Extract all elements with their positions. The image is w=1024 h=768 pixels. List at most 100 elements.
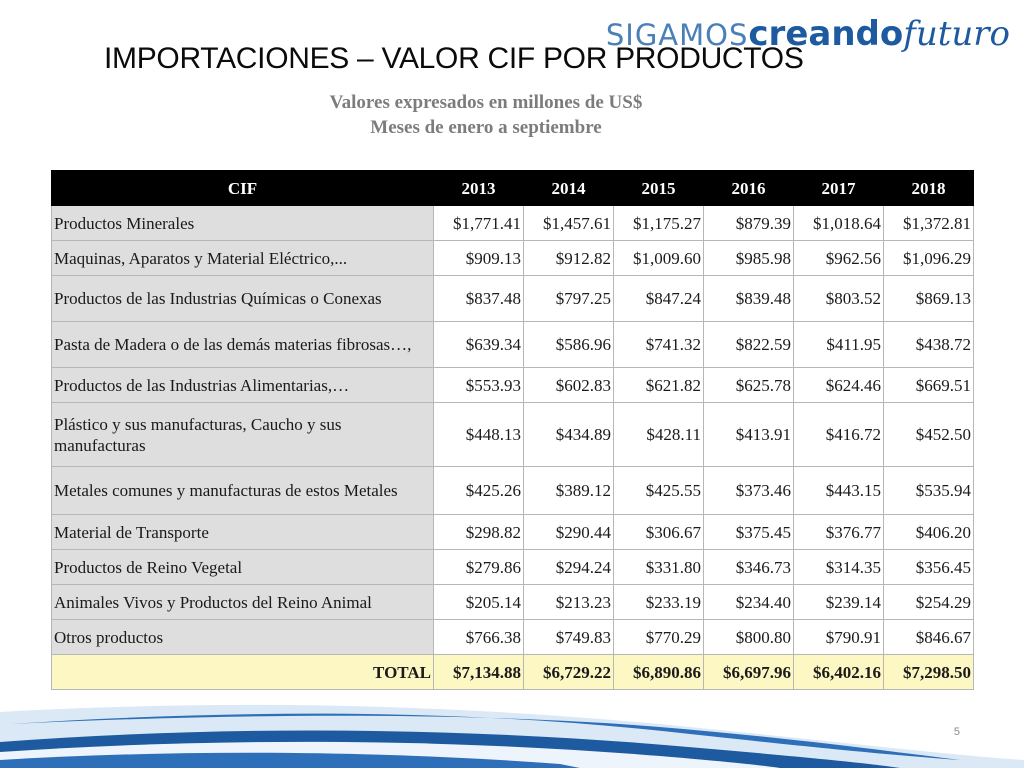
value-cell: $639.34 <box>433 321 524 368</box>
table-row: Metales comunes y manufacturas de estos … <box>51 466 974 515</box>
logo-part-creando: creando <box>748 14 904 54</box>
product-name-cell: Otros productos <box>51 619 434 655</box>
product-name-cell: Animales Vivos y Productos del Reino Ani… <box>51 584 434 620</box>
value-cell: $909.13 <box>433 240 524 276</box>
value-cell: $803.52 <box>793 275 884 322</box>
value-cell: $822.59 <box>703 321 794 368</box>
value-cell: $279.86 <box>433 549 524 585</box>
value-cell: $452.50 <box>883 402 974 467</box>
subtitle-period: Meses de enero a septiembre <box>370 117 602 138</box>
value-cell: $346.73 <box>703 549 794 585</box>
column-header: 2015 <box>613 170 704 206</box>
value-cell: $416.72 <box>793 402 884 467</box>
logo-part-sigamos: SIGAMOS <box>605 18 749 52</box>
column-header: 2016 <box>703 170 794 206</box>
total-row: TOTAL $7,134.88 $6,729.22 $6,890.86 $6,697.9… <box>51 654 974 690</box>
value-cell: $586.96 <box>523 321 614 368</box>
value-cell: $254.29 <box>883 584 974 620</box>
column-header: 2014 <box>523 170 614 206</box>
value-cell: $1,018.64 <box>793 205 884 241</box>
value-cell: $985.98 <box>703 240 794 276</box>
value-cell: $213.23 <box>523 584 614 620</box>
value-cell: $962.56 <box>793 240 884 276</box>
value-cell: $233.19 <box>613 584 704 620</box>
product-name-cell: Productos de Reino Vegetal <box>51 549 434 585</box>
value-cell: $413.91 <box>703 402 794 467</box>
cif-imports-table: CIF 2013 2014 2015 2016 2017 2018 Produc… <box>51 170 974 690</box>
page-number: 5 <box>953 726 960 738</box>
value-cell: $438.72 <box>883 321 974 368</box>
value-cell: $205.14 <box>433 584 524 620</box>
total-value-cell: $6,729.22 <box>523 654 614 690</box>
value-cell: $1,372.81 <box>883 205 974 241</box>
value-cell: $1,771.41 <box>433 205 524 241</box>
value-cell: $912.82 <box>523 240 614 276</box>
logo-part-futuro: futuro <box>903 14 1010 54</box>
table-row: Productos de las Industrias Químicas o C… <box>51 275 974 322</box>
product-name-cell: Pasta de Madera o de las demás materias … <box>51 321 434 368</box>
value-cell: $741.32 <box>613 321 704 368</box>
column-header: 2013 <box>433 170 524 206</box>
table-row: Productos de Reino Vegetal $279.86 $294.24… <box>51 549 974 585</box>
total-label-cell: TOTAL <box>51 654 434 690</box>
table-row: Pasta de Madera o de las demás materias … <box>51 321 974 368</box>
product-name-cell: Metales comunes y manufacturas de estos … <box>51 466 434 515</box>
value-cell: $434.89 <box>523 402 614 467</box>
value-cell: $625.78 <box>703 367 794 403</box>
value-cell: $375.45 <box>703 514 794 550</box>
decorative-swoosh <box>0 704 1024 768</box>
value-cell: $800.80 <box>703 619 794 655</box>
product-name-cell: Productos Minerales <box>51 205 434 241</box>
value-cell: $1,009.60 <box>613 240 704 276</box>
value-cell: $234.40 <box>703 584 794 620</box>
value-cell: $331.80 <box>613 549 704 585</box>
table-row: Productos de las Industrias Alimentarias… <box>51 367 974 403</box>
value-cell: $314.35 <box>793 549 884 585</box>
column-header: CIF <box>51 170 434 206</box>
value-cell: $428.11 <box>613 402 704 467</box>
value-cell: $790.91 <box>793 619 884 655</box>
value-cell: $406.20 <box>883 514 974 550</box>
total-value-cell: $6,890.86 <box>613 654 704 690</box>
product-name-cell: Plástico y sus manufacturas, Caucho y su… <box>51 402 434 467</box>
value-cell: $411.95 <box>793 321 884 368</box>
total-value-cell: $6,697.96 <box>703 654 794 690</box>
total-value-cell: $7,134.88 <box>433 654 524 690</box>
value-cell: $869.13 <box>883 275 974 322</box>
value-cell: $294.24 <box>523 549 614 585</box>
table-header-row: CIF 2013 2014 2015 2016 2017 2018 <box>51 170 974 206</box>
value-cell: $389.12 <box>523 466 614 515</box>
table-row: Plástico y sus manufacturas, Caucho y su… <box>51 402 974 467</box>
value-cell: $425.55 <box>613 466 704 515</box>
value-cell: $879.39 <box>703 205 794 241</box>
value-cell: $425.26 <box>433 466 524 515</box>
value-cell: $448.13 <box>433 402 524 467</box>
value-cell: $1,096.29 <box>883 240 974 276</box>
value-cell: $376.77 <box>793 514 884 550</box>
value-cell: $290.44 <box>523 514 614 550</box>
column-header: 2018 <box>883 170 974 206</box>
value-cell: $356.45 <box>883 549 974 585</box>
value-cell: $847.24 <box>613 275 704 322</box>
slide-title: IMPORTACIONES – VALOR CIF POR PRODUCTOS <box>104 42 804 75</box>
value-cell: $602.83 <box>523 367 614 403</box>
value-cell: $373.46 <box>703 466 794 515</box>
product-name-cell: Material de Transporte <box>51 514 434 550</box>
total-value-cell: $7,298.50 <box>883 654 974 690</box>
product-name-cell: Productos de las Industrias Químicas o C… <box>51 275 434 322</box>
value-cell: $669.51 <box>883 367 974 403</box>
table-row: Maquinas, Aparatos y Material Eléctrico,… <box>51 240 974 276</box>
value-cell: $624.46 <box>793 367 884 403</box>
value-cell: $766.38 <box>433 619 524 655</box>
table-row: Material de Transporte $298.82 $290.44 $306… <box>51 514 974 550</box>
product-name-cell: Maquinas, Aparatos y Material Eléctrico,… <box>51 240 434 276</box>
value-cell: $1,175.27 <box>613 205 704 241</box>
value-cell: $770.29 <box>613 619 704 655</box>
subtitle-units: Valores expresados en millones de US$ <box>329 92 643 113</box>
table-row: Animales Vivos y Productos del Reino Ani… <box>51 584 974 620</box>
value-cell: $306.67 <box>613 514 704 550</box>
value-cell: $837.48 <box>433 275 524 322</box>
product-name-cell: Productos de las Industrias Alimentarias… <box>51 367 434 403</box>
value-cell: $621.82 <box>613 367 704 403</box>
value-cell: $1,457.61 <box>523 205 614 241</box>
